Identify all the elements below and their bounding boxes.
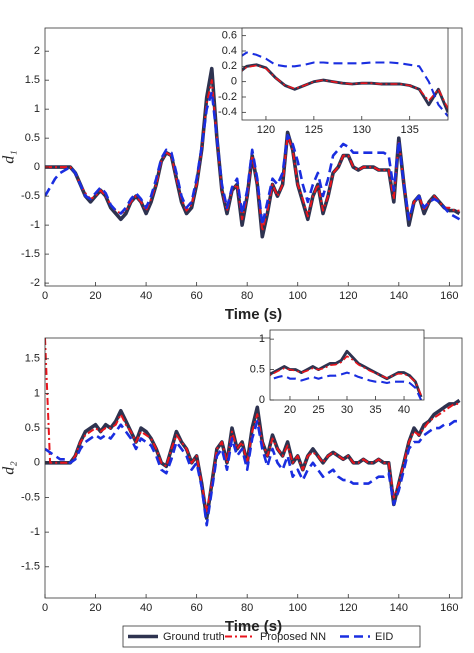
x-tick-label: 130 (353, 124, 371, 136)
x-tick-label: 20 (89, 290, 101, 302)
x-tick-label: 40 (140, 602, 152, 614)
series-line (270, 355, 422, 396)
x-tick-label: 160 (440, 602, 458, 614)
y-tick-label: -0.4 (218, 106, 237, 118)
x-tick-label: 140 (390, 602, 408, 614)
x-tick-label: 100 (289, 602, 307, 614)
x-tick-label: 120 (339, 290, 357, 302)
x-tick-label: 80 (241, 290, 253, 302)
x-tick-label: 40 (398, 404, 410, 416)
y-tick-label: 1 (34, 387, 40, 399)
x-tick-label: 0 (42, 290, 48, 302)
y-tick-label: -2 (30, 277, 40, 289)
x-tick-label: 30 (341, 404, 353, 416)
y-tick-label: 0 (259, 394, 265, 406)
y-tick-label: 0 (34, 161, 40, 173)
y-tick-label: -0.5 (21, 190, 40, 202)
x-tick-label: 20 (89, 602, 101, 614)
y-tick-label: 0.5 (250, 363, 265, 375)
legend-box (122, 625, 421, 648)
x-tick-label: 20 (284, 404, 296, 416)
axes-frame (44, 337, 463, 599)
y-axis-label: d₁ (1, 150, 18, 164)
x-tick-label: 160 (440, 290, 458, 302)
y-tick-label: -0.5 (21, 491, 40, 503)
legend: Ground truth Proposed NN EID (122, 625, 421, 648)
series-line (45, 419, 460, 527)
legend-label: Ground truth (163, 631, 225, 643)
series-line (45, 338, 460, 513)
y-tick-label: 0 (231, 76, 237, 88)
x-tick-label: 80 (241, 602, 253, 614)
y-tick-label: -1.5 (21, 248, 40, 260)
series-line (45, 79, 460, 232)
x-tick-label: 140 (390, 290, 408, 302)
y-tick-label: 1 (34, 103, 40, 115)
x-tick-label: 135 (400, 124, 418, 136)
x-tick-label: 60 (191, 602, 203, 614)
y-tick-label: 1.5 (25, 353, 40, 365)
inset: 20 25 30 35 40 0 0.5 1 (250, 329, 425, 416)
y-axis-label: d₂ (1, 461, 18, 475)
x-axis-label: Time (s) (225, 618, 282, 635)
y-tick-label: 2 (34, 45, 40, 57)
x-tick-label: 60 (191, 290, 203, 302)
series-line (270, 371, 423, 400)
y-tick-label: -0.2 (218, 91, 237, 103)
y-tick-label: -1.5 (21, 561, 40, 573)
y-tick-label: 0 (34, 457, 40, 469)
inset: 120 125 130 135 -0.4 -0.2 0 0.2 0.4 0.6 (218, 27, 449, 136)
y-tick-label: -1 (30, 526, 40, 538)
plot-area (270, 330, 424, 400)
legend-label: Proposed NN (260, 631, 326, 643)
y-tick-label: -1 (30, 219, 40, 231)
x-axis-label: Time (s) (225, 306, 282, 323)
series-line (242, 51, 448, 117)
y-tick-label: 0.2 (222, 60, 237, 72)
y-tick-label: 0.5 (25, 132, 40, 144)
axes-frame (241, 27, 449, 121)
y-tick-label: 1.5 (25, 74, 40, 86)
x-tick-label: 125 (305, 124, 323, 136)
y-tick-label: 0.6 (222, 30, 237, 42)
y-tick-label: 0.5 (25, 422, 40, 434)
x-tick-label: 120 (339, 602, 357, 614)
plot-area (242, 28, 448, 120)
x-tick-label: 0 (42, 602, 48, 614)
x-tick-label: 40 (140, 290, 152, 302)
x-tick-label: 100 (289, 290, 307, 302)
series-line (242, 64, 448, 109)
series-line (45, 90, 461, 227)
legend-label: EID (375, 631, 393, 643)
x-tick-label: 35 (369, 404, 381, 416)
y-tick-label: 1 (259, 333, 265, 345)
x-tick-label: 120 (257, 124, 275, 136)
x-tick-label: 25 (312, 404, 324, 416)
y-tick-label: 0.4 (222, 45, 237, 57)
